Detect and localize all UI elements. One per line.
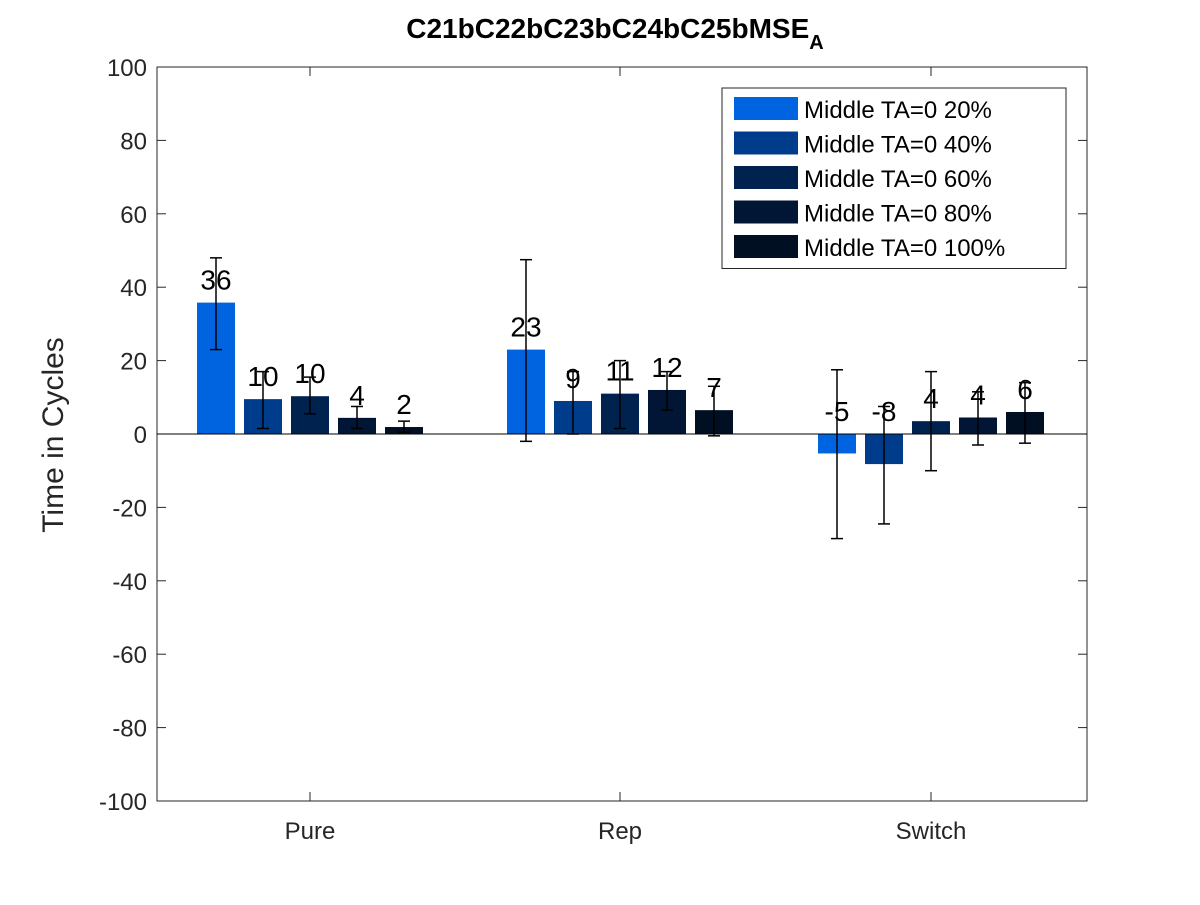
legend-entry-label: Middle TA=0 80% xyxy=(804,201,992,228)
data-label: 2 xyxy=(396,389,412,420)
data-label: 11 xyxy=(605,356,634,387)
y-tick-label: 100 xyxy=(107,55,147,82)
legend-swatch xyxy=(734,235,798,258)
data-label: -5 xyxy=(825,396,850,427)
y-tick-label: -80 xyxy=(112,716,147,743)
legend-entry-label: Middle TA=0 20% xyxy=(804,97,992,124)
y-tick-label: 60 xyxy=(120,202,147,229)
chart-title-subscript: A xyxy=(809,32,823,54)
x-tick-label: Rep xyxy=(598,818,642,845)
data-label: 23 xyxy=(510,312,541,343)
data-label: 12 xyxy=(651,352,682,383)
y-tick-label: 80 xyxy=(120,128,147,155)
data-label: 7 xyxy=(706,372,722,403)
legend-swatch xyxy=(734,166,798,189)
data-label: 9 xyxy=(565,363,581,394)
y-tick-label: 0 xyxy=(134,422,147,449)
plot-area: -100 -80 -60 -40 -20 0 20 40 60 80 100 Pure Rep Switc… xyxy=(99,55,1088,845)
data-label: 10 xyxy=(294,358,325,389)
y-tick-label: -40 xyxy=(112,569,147,596)
y-tick-label: 20 xyxy=(120,349,147,376)
legend-entry-label: Middle TA=0 40% xyxy=(804,132,992,159)
y-tick-label: -20 xyxy=(112,495,147,522)
y-tick-label: -100 xyxy=(99,789,147,816)
legend-entry-label: Middle TA=0 60% xyxy=(804,166,992,193)
legend: Middle TA=0 20% Middle TA=0 40% Middle TA=… xyxy=(721,87,1067,269)
data-label: 4 xyxy=(349,380,365,411)
y-tick-label: -60 xyxy=(112,642,147,669)
y-tick-label: 40 xyxy=(120,275,147,302)
x-tick-label: Pure xyxy=(285,818,336,845)
legend-entry-label: Middle TA=0 100% xyxy=(804,235,1005,262)
data-label: 4 xyxy=(970,379,986,410)
data-label: -8 xyxy=(872,396,897,427)
chart-title: C21bC22bC23bC24bC25bMSEA xyxy=(406,13,823,54)
legend-swatch xyxy=(734,200,798,224)
legend-swatch xyxy=(734,131,798,155)
x-tick-label: Switch xyxy=(896,818,967,845)
data-label: 36 xyxy=(200,265,231,296)
data-label: 4 xyxy=(923,383,939,414)
legend-swatch xyxy=(734,97,798,120)
chart-title-main: C21bC22bC23bC24bC25bMSE xyxy=(406,13,809,44)
data-label: 6 xyxy=(1017,374,1033,405)
y-axis-label: Time in Cycles xyxy=(37,337,70,533)
data-label: 10 xyxy=(247,361,278,392)
